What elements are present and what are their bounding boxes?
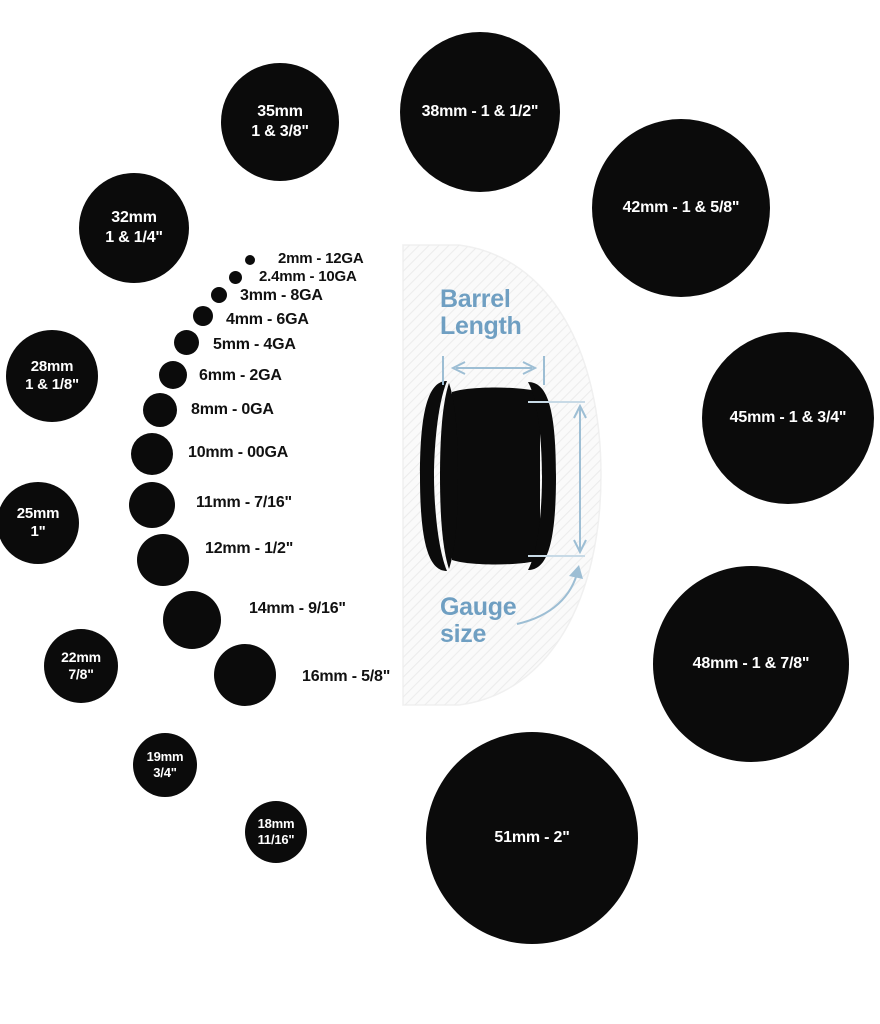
size-circle-38mm: 38mm - 1 & 1/2" [400, 32, 560, 192]
size-circle-19mm-line-1: 19mm [146, 749, 184, 765]
gauge-size-label: Gauge size [440, 593, 517, 648]
spiral-dot-4mm [193, 306, 213, 326]
spiral-dot-8mm [143, 393, 177, 427]
barrel-length-label: Barrel Length [440, 286, 522, 339]
size-circle-48mm-line-1: 48mm - 1 & 7/8" [692, 655, 810, 673]
spiral-label-3mm: 3mm - 8GA [240, 287, 323, 304]
spiral-label-14mm: 14mm - 9/16" [249, 600, 346, 617]
size-circle-32mm-line-2: 1 & 1/4" [105, 229, 163, 246]
size-circle-42mm-line-1: 42mm - 1 & 5/8" [622, 199, 740, 217]
size-circle-25mm-line-2: 1" [30, 523, 46, 540]
gauge-size-line-1: Gauge [440, 593, 517, 621]
size-circle-51mm: 51mm - 2" [426, 732, 638, 944]
size-circle-42mm: 42mm - 1 & 5/8" [592, 119, 770, 297]
size-circle-28mm-line-1: 28mm [30, 357, 74, 375]
size-circle-22mm: 22mm 7/8" [44, 629, 118, 703]
size-circle-28mm-line-2: 1 & 1/8" [25, 376, 79, 393]
size-circle-38mm-line-1: 38mm - 1 & 1/2" [421, 103, 539, 121]
spiral-label-10mm: 10mm - 00GA [188, 444, 289, 461]
spiral-dot-16mm [214, 644, 276, 706]
spiral-dot-11mm [129, 482, 175, 528]
spiral-label-2mm: 2mm - 12GA [278, 250, 364, 267]
gauge-size-line-2: size [440, 619, 487, 648]
size-circle-22mm-line-2: 7/8" [68, 666, 94, 682]
size-circle-35mm: 35mm 1 & 3/8" [221, 63, 339, 181]
spiral-dot-6mm [159, 361, 187, 389]
spiral-label-2.4mm: 2.4mm - 10GA [259, 268, 357, 285]
spiral-dot-2.4mm [228, 270, 242, 284]
size-circle-35mm-line-2: 1 & 3/8" [251, 123, 309, 140]
size-circle-18mm: 18mm 11/16" [245, 801, 307, 863]
size-circle-25mm: 25mm 1" [0, 482, 79, 564]
barrel-length-line-1: Barrel [440, 285, 511, 313]
size-circle-51mm-line-1: 51mm - 2" [494, 829, 570, 847]
spiral-label-5mm: 5mm - 4GA [213, 336, 296, 353]
spiral-label-11mm: 11mm - 7/16" [196, 494, 292, 511]
spiral-label-8mm: 8mm - 0GA [191, 401, 274, 418]
size-circle-28mm: 28mm 1 & 1/8" [6, 330, 98, 422]
size-circle-18mm-line-2: 11/16" [257, 832, 295, 847]
spiral-label-6mm: 6mm - 2GA [199, 367, 282, 384]
spiral-label-16mm: 16mm - 5/8" [302, 668, 391, 685]
size-circle-48mm: 48mm - 1 & 7/8" [653, 566, 849, 762]
size-circle-35mm-line-1: 35mm [257, 103, 303, 121]
size-circle-25mm-line-1: 25mm [16, 504, 60, 522]
size-circle-19mm-line-2: 3/4" [153, 765, 177, 780]
spiral-dot-5mm [173, 329, 199, 355]
barrel-length-line-2: Length [440, 311, 522, 340]
spiral-dot-14mm [163, 591, 221, 649]
size-circle-19mm: 19mm 3/4" [133, 733, 197, 797]
spiral-dot-12mm [137, 534, 189, 586]
size-circle-45mm: 45mm - 1 & 3/4" [702, 332, 874, 504]
size-circle-22mm-line-1: 22mm [61, 648, 101, 665]
spiral-label-4mm: 4mm - 6GA [226, 311, 309, 328]
spiral-dot-10mm [131, 433, 173, 475]
size-circle-45mm-line-1: 45mm - 1 & 3/4" [729, 409, 847, 427]
spiral-dot-2mm [245, 255, 255, 265]
size-circle-18mm-line-1: 18mm [257, 816, 295, 832]
spiral-label-12mm: 12mm - 1/2" [205, 540, 294, 557]
size-circle-32mm-line-1: 32mm [111, 209, 157, 227]
spiral-dot-3mm [211, 287, 227, 303]
size-circle-32mm: 32mm 1 & 1/4" [79, 173, 189, 283]
